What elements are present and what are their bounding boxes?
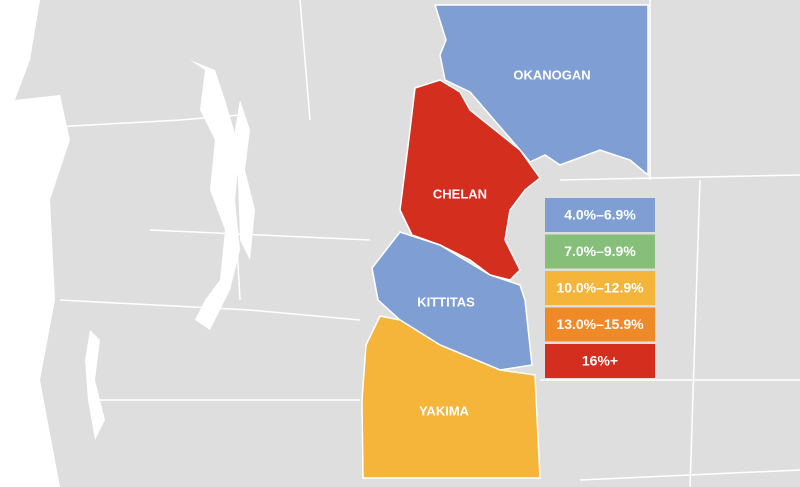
county — [433, 4, 649, 177]
legend-label: 13.0%–15.9% — [556, 316, 644, 332]
legend-label: 16%+ — [582, 353, 618, 369]
legend-label: 7.0%–9.9% — [564, 243, 636, 259]
county — [361, 315, 541, 479]
legend-label: 10.0%–12.9% — [556, 280, 644, 296]
county-label: CHELAN — [433, 186, 487, 201]
ocean — [0, 0, 70, 487]
county-label: OKANOGAN — [513, 67, 590, 82]
legend-swatch — [545, 307, 655, 342]
legend-label: 4.0%–6.9% — [564, 207, 636, 223]
county — [399, 79, 542, 281]
county-label: KITTITAS — [417, 294, 475, 309]
legend-swatch — [545, 271, 655, 305]
legend-swatch — [545, 234, 655, 269]
legend: 4.0%–6.9% 7.0%–9.9% 10.0%–12.9% 13.0%–15.9%… — [545, 198, 655, 378]
county — [371, 231, 533, 371]
puget-sound — [85, 60, 255, 440]
county-label: YAKIMA — [419, 403, 470, 418]
counties: OKANOGAN CHELAN KITTITAS YAKIMA — [361, 4, 649, 479]
legend-swatch — [545, 344, 655, 378]
legend-swatch — [545, 198, 655, 232]
